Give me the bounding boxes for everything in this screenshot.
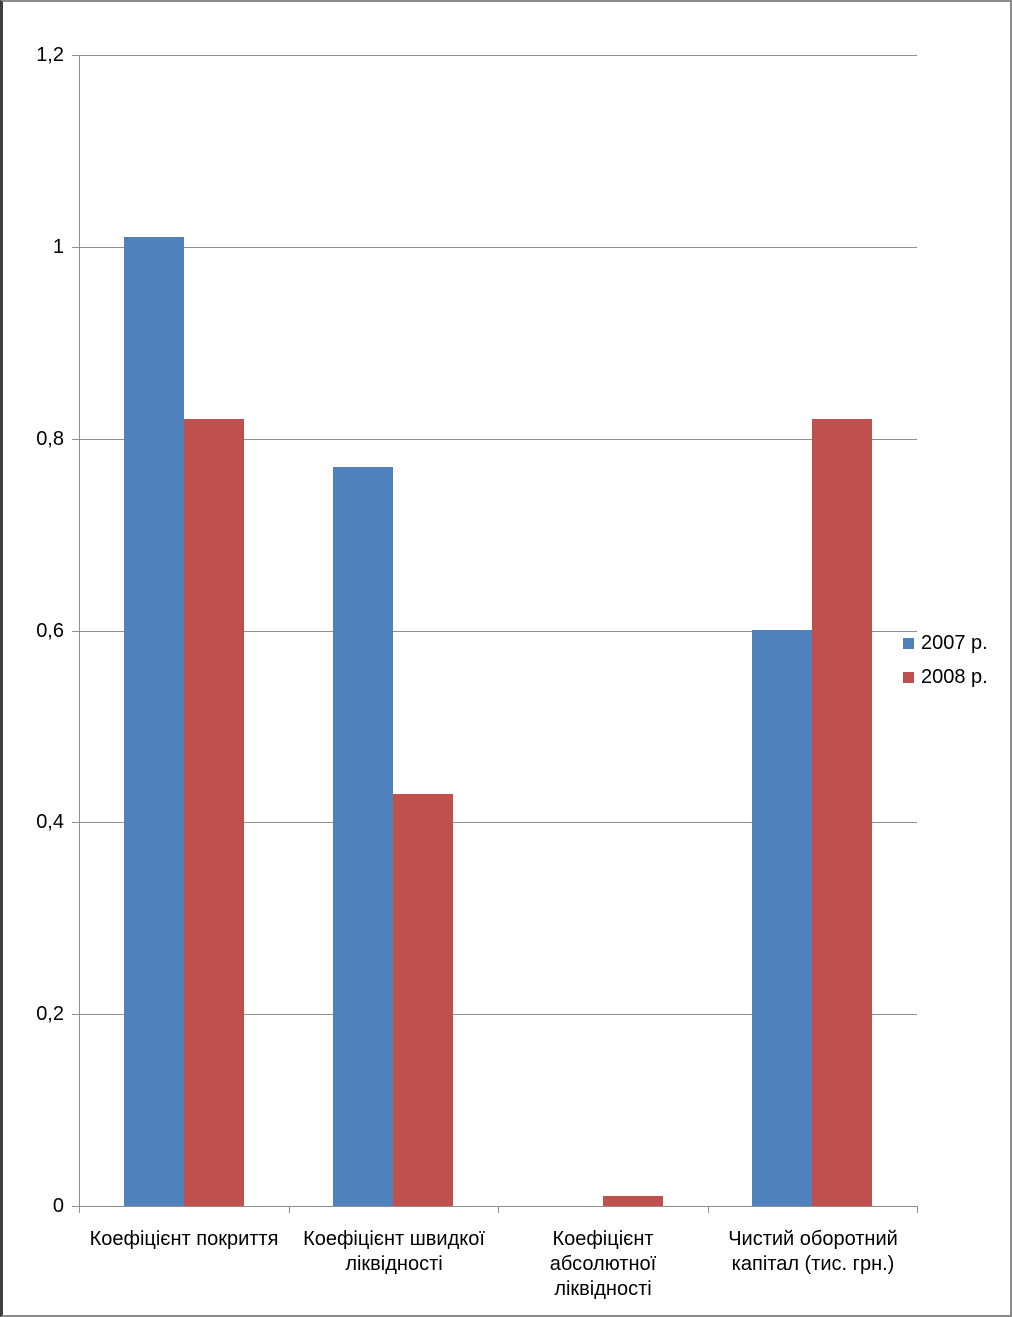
- x-axis-category-label-line: абсолютної: [549, 1253, 657, 1275]
- x-axis-tick: [917, 1206, 918, 1213]
- x-axis-category-label-line: Коефіцієнт покриття: [89, 1228, 279, 1250]
- x-axis-tick: [498, 1206, 499, 1213]
- bar-2007-: [333, 467, 393, 1206]
- y-axis-tick: [72, 55, 79, 56]
- x-axis-category-label-line: Коефіцієнт: [552, 1228, 654, 1250]
- y-axis-tick-label: 0,2: [36, 1003, 64, 1025]
- legend-item: 2007 р.: [903, 632, 988, 654]
- bar-2008-: [812, 419, 872, 1206]
- x-axis-category-label-line: ліквідності: [345, 1253, 443, 1275]
- x-axis-category-label-line: Коефіцієнт швидкої: [303, 1228, 485, 1250]
- x-axis-tick: [708, 1206, 709, 1213]
- bar-2007-: [124, 237, 184, 1206]
- gridline: [79, 55, 917, 56]
- legend-item: 2008 р.: [903, 666, 988, 688]
- x-axis-category-label-line: ліквідності: [554, 1278, 652, 1300]
- x-axis-category-label: Коефіцієнт швидкої ліквідності: [289, 1227, 499, 1277]
- y-axis-tick: [72, 1206, 79, 1207]
- gridline: [79, 247, 917, 248]
- bar-2007-: [752, 630, 812, 1206]
- x-axis-category-label: Чистий оборотний капітал (тис. грн.): [708, 1227, 918, 1277]
- gridline: [79, 1014, 917, 1015]
- y-axis-tick-label: 1: [52, 236, 64, 258]
- x-axis-category-label: Коефіцієнт покриття: [79, 1227, 289, 1252]
- gridline: [79, 822, 917, 823]
- legend-marker: [903, 671, 914, 683]
- x-axis-category-label-line: Чистий оборотний: [728, 1228, 898, 1250]
- y-axis-tick-label: 0,8: [36, 428, 64, 450]
- y-axis-line: [79, 55, 80, 1207]
- y-axis-tick: [72, 247, 79, 248]
- y-axis-tick-label: 1,2: [36, 44, 64, 66]
- x-axis-category-label-line: капітал (тис. грн.): [731, 1253, 895, 1275]
- y-axis-tick: [72, 1014, 79, 1015]
- y-axis-tick-label: 0,4: [36, 811, 64, 833]
- y-axis-tick: [72, 822, 79, 823]
- legend: 2007 р. 2008 р.: [903, 632, 988, 700]
- x-axis-tick: [79, 1206, 80, 1213]
- y-axis-tick: [72, 631, 79, 632]
- gridline: [79, 439, 917, 440]
- legend-marker: [903, 637, 914, 649]
- gridline: [79, 631, 917, 632]
- legend-label: 2008 р.: [921, 665, 988, 688]
- bar-2008-: [393, 794, 453, 1206]
- bar-2008-: [603, 1196, 663, 1206]
- x-axis-tick: [289, 1206, 290, 1213]
- y-axis-tick-label: 0,6: [36, 620, 64, 642]
- legend-label: 2007 р.: [921, 631, 988, 654]
- y-axis-tick: [72, 439, 79, 440]
- x-axis-category-label: Коефіцієнт абсолютної ліквідності: [498, 1227, 708, 1302]
- y-axis-tick-label: 0: [52, 1195, 64, 1217]
- bar-2008-: [184, 419, 244, 1206]
